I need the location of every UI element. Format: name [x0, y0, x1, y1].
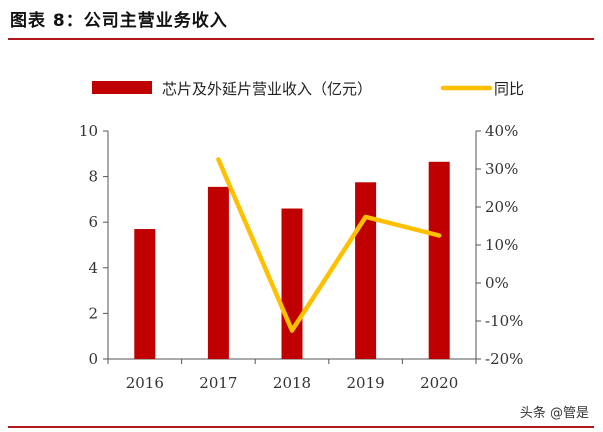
bar — [281, 208, 303, 359]
y-left-tick-label: 0 — [88, 350, 98, 368]
y-right-tick-label: -10% — [485, 312, 523, 330]
y-right-tick-label: 40% — [485, 122, 518, 140]
x-tick-label: 2018 — [273, 374, 311, 392]
y-right-tick-label: 10% — [485, 236, 518, 254]
legend: 芯片及外延片营业收入（亿元） 同比 — [92, 80, 524, 98]
y-right-tick-label: 0% — [485, 274, 509, 292]
y-left-tick-label: 4 — [88, 259, 98, 277]
legend-swatch-bar — [92, 81, 152, 94]
y-left-tick-label: 6 — [88, 213, 98, 231]
plot-area: 0 2 4 6 8 10 -20% -10% 0% 10% 20% 30% 40% 2016 2017 201… — [79, 122, 524, 392]
y-right-tick-label: 30% — [485, 160, 518, 178]
growth-line — [216, 157, 442, 333]
y-left-tick-label: 2 — [88, 304, 98, 322]
bar — [207, 186, 229, 359]
y-left-tick-label: 10 — [79, 122, 98, 140]
top-rule — [8, 38, 594, 40]
y-right-tick-label: 20% — [485, 198, 518, 216]
bar — [355, 182, 377, 359]
legend-label-bar: 芯片及外延片营业收入（亿元） — [162, 80, 372, 98]
x-tick-label: 2017 — [199, 374, 237, 392]
x-tick-label: 2016 — [126, 374, 164, 392]
bar — [428, 161, 450, 359]
x-tick-label: 2019 — [347, 374, 385, 392]
bar — [134, 229, 156, 359]
x-tick-label: 2020 — [420, 374, 458, 392]
figure-title: 图表 8：公司主营业务收入 — [10, 11, 228, 31]
y-right-tick-label: -20% — [485, 350, 523, 368]
watermark: 头条 @管是 — [519, 406, 589, 421]
y-left-tick-label: 8 — [88, 168, 98, 186]
legend-label-line: 同比 — [494, 80, 524, 98]
bottom-rule — [8, 426, 594, 428]
